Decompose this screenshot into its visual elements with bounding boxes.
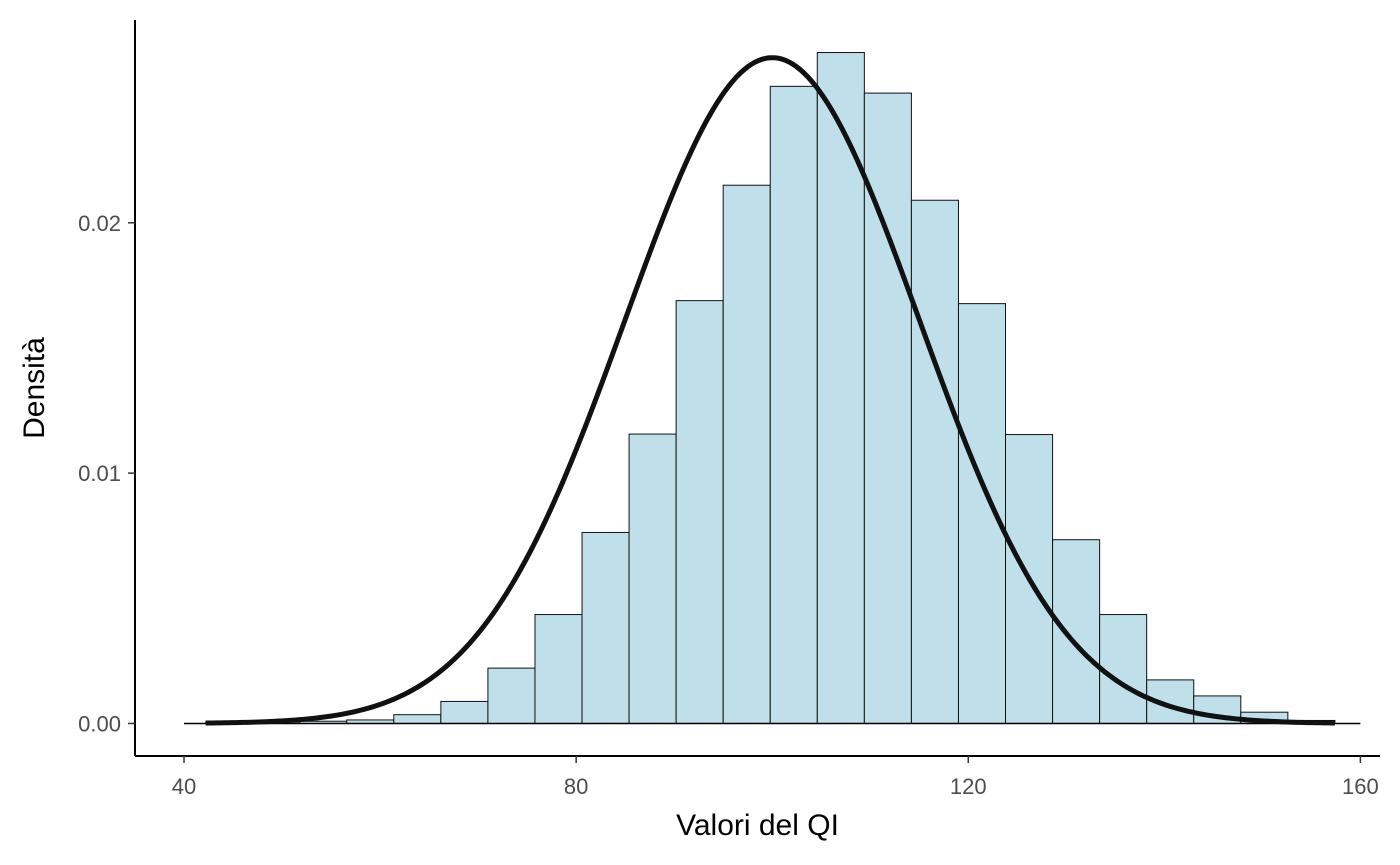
- histogram-bar: [957, 303, 1007, 724]
- x-tick-label: 160: [1342, 774, 1379, 799]
- histogram-bar: [393, 714, 442, 724]
- x-axis-ticks: 40 80 120 160: [172, 756, 1379, 799]
- y-axis-ticks: 0.00 0.01 0.02: [78, 211, 135, 736]
- x-tick-label: 40: [172, 774, 196, 799]
- y-axis-title: Densità: [18, 337, 51, 439]
- x-axis-title: Valori del QI: [676, 809, 839, 842]
- histogram-bar: [1052, 539, 1101, 724]
- x-tick-label: 120: [950, 774, 987, 799]
- histogram-bar: [1099, 614, 1148, 724]
- histogram-bar: [534, 614, 583, 724]
- histogram-bar: [440, 700, 489, 724]
- histogram-bar: [581, 531, 630, 724]
- histogram-bar: [910, 199, 959, 724]
- y-tick-label: 0.01: [78, 461, 121, 486]
- histogram-bar: [816, 52, 865, 724]
- histogram-bar: [722, 184, 771, 724]
- normal-density-curve: [205, 55, 1335, 726]
- y-tick-label: 0.00: [78, 711, 121, 736]
- y-tick-label: 0.02: [78, 211, 121, 236]
- histogram-bars: [205, 52, 1336, 724]
- histogram-bar: [675, 300, 724, 724]
- histogram-bar: [769, 85, 818, 724]
- histogram-bar: [487, 667, 536, 724]
- histogram-bar: [628, 433, 677, 724]
- x-tick-label: 80: [564, 774, 588, 799]
